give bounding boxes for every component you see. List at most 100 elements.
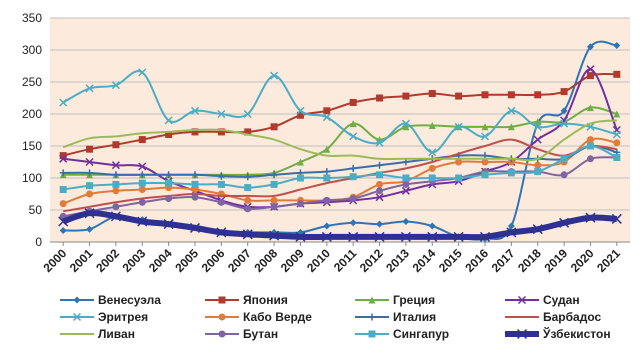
series-1 [59, 70, 621, 160]
data-point [191, 128, 199, 136]
data-point [559, 217, 570, 228]
data-point [323, 145, 331, 153]
data-point [138, 171, 146, 179]
data-point [348, 231, 359, 242]
data-point [349, 120, 357, 128]
data-point [111, 81, 120, 90]
data-point [86, 182, 94, 190]
data-point [296, 174, 304, 182]
data-point [507, 123, 515, 131]
data-point [138, 68, 147, 77]
legend-item: Италия [355, 310, 436, 324]
legend-label: Ўзбекистон [542, 326, 611, 341]
data-point [217, 198, 225, 206]
data-point [533, 122, 542, 131]
data-point [533, 135, 542, 144]
data-point [402, 174, 410, 182]
y-tick-label: 350 [22, 11, 42, 25]
data-point [59, 98, 68, 107]
data-point [402, 123, 410, 131]
data-point [401, 119, 410, 128]
data-point [368, 313, 376, 321]
data-point [376, 171, 384, 179]
legend-item: Судан [505, 293, 580, 307]
data-point [349, 164, 357, 172]
data-point [481, 158, 489, 166]
data-point [243, 109, 252, 119]
data-point [323, 222, 331, 230]
data-point [270, 123, 278, 131]
data-point [295, 231, 306, 242]
data-point [534, 168, 542, 176]
series-line [63, 138, 617, 213]
data-point [244, 205, 252, 213]
data-point [216, 227, 227, 238]
data-point [479, 231, 491, 242]
data-point [586, 142, 594, 150]
data-point [111, 161, 120, 170]
y-tick-label: 0 [35, 235, 42, 249]
legend-label: Греция [393, 293, 435, 307]
legend-item: Венесуэла [60, 293, 161, 307]
data-point [86, 190, 94, 198]
legend-item: Кабо Верде [205, 310, 312, 324]
data-point [586, 65, 595, 74]
legend-label: Италия [393, 310, 436, 324]
legend-label: Япония [243, 293, 288, 307]
series-line [62, 156, 617, 218]
data-point [586, 136, 594, 144]
data-point [613, 139, 621, 147]
data-point [613, 154, 621, 162]
data-point [270, 71, 279, 80]
legend-item: Бутан [205, 327, 278, 341]
data-point [585, 212, 596, 223]
data-point [323, 174, 331, 182]
data-point [323, 196, 331, 204]
legend-label: Бутан [243, 327, 278, 341]
data-point [217, 180, 225, 188]
data-point [586, 43, 594, 51]
data-point [375, 193, 384, 202]
data-point [349, 219, 357, 227]
data-point [349, 132, 358, 141]
data-point [516, 328, 528, 340]
data-point [402, 180, 410, 188]
y-tick-label: 50 [29, 203, 43, 217]
legend-item: Ўзбекистон [505, 326, 611, 341]
data-point [534, 91, 542, 99]
series-7 [63, 138, 617, 213]
data-point [481, 91, 489, 99]
y-tick-label: 300 [22, 43, 42, 57]
data-point [85, 84, 94, 93]
data-point [59, 200, 67, 208]
data-point [217, 109, 226, 119]
data-point [455, 92, 463, 100]
data-point [270, 180, 278, 188]
series-line [62, 70, 618, 154]
data-point [349, 98, 357, 106]
data-point [244, 173, 252, 181]
data-point [244, 196, 252, 204]
y-tick-label: 250 [22, 75, 42, 89]
data-point [507, 222, 515, 230]
data-point [560, 119, 569, 128]
data-point [481, 123, 489, 131]
data-point [349, 173, 357, 181]
data-point [218, 313, 226, 321]
data-point [270, 203, 278, 211]
data-point [374, 231, 385, 242]
data-point [296, 111, 304, 119]
data-point [165, 194, 173, 202]
data-point [402, 92, 410, 100]
data-point [165, 179, 173, 187]
legend-item: Сингапур [355, 327, 449, 341]
data-point [560, 88, 568, 96]
data-point [165, 130, 173, 138]
data-point [532, 224, 543, 235]
data-point [428, 90, 436, 98]
series-line [62, 210, 618, 241]
data-point [560, 171, 568, 179]
series-line [63, 144, 618, 191]
